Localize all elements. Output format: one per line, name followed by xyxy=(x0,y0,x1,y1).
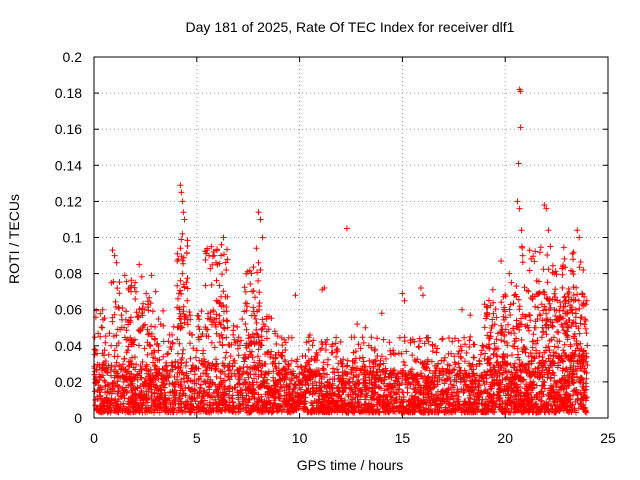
y-tick-label: 0.12 xyxy=(55,193,82,209)
grid-lines xyxy=(94,57,608,418)
y-axis-label: ROTI / TECUs xyxy=(6,194,22,284)
y-tick-label: 0.2 xyxy=(63,49,83,65)
x-tick-label: 0 xyxy=(90,430,98,446)
y-tick-label: 0.18 xyxy=(55,85,82,101)
y-tick-label: 0.08 xyxy=(55,266,82,282)
x-tick-labels: 0 5 10 15 20 25 xyxy=(90,430,616,446)
series-roti-points xyxy=(91,86,591,416)
y-tick-label: 0.04 xyxy=(55,338,82,354)
y-tick-label: 0.06 xyxy=(55,302,82,318)
plot-frame xyxy=(93,56,609,419)
x-tick-label: 10 xyxy=(292,430,308,446)
x-axis-label: GPS time / hours xyxy=(297,457,404,473)
x-tick-label: 15 xyxy=(395,430,411,446)
data-points xyxy=(91,86,591,416)
x-tick-label: 20 xyxy=(497,430,513,446)
y-tick-label: 0.1 xyxy=(63,230,83,246)
y-tick-label: 0 xyxy=(74,410,82,426)
x-tick-label: 5 xyxy=(193,430,201,446)
y-tick-label: 0.14 xyxy=(55,157,82,173)
chart-title: Day 181 of 2025, Rate Of TEC Index for r… xyxy=(186,19,515,35)
y-tick-label: 0.02 xyxy=(55,374,82,390)
x-tick-label: 25 xyxy=(600,430,616,446)
y-tick-label: 0.16 xyxy=(55,121,82,137)
y-tick-labels: 0 0.02 0.04 0.06 0.08 0.1 0.12 0.14 0.16 0.18 0.2 xyxy=(55,49,82,426)
